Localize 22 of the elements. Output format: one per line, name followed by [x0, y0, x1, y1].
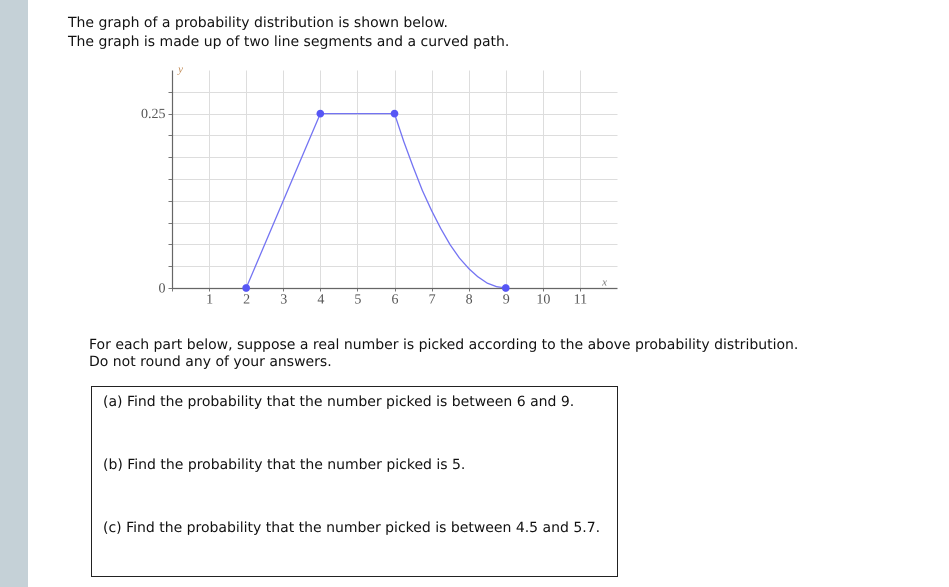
x-axis-title: x: [601, 276, 608, 288]
x-tick-label: 2: [243, 292, 250, 308]
text: For each part below, suppose a real number is picked according to the above probability distribution.: [89, 337, 798, 353]
y-axis-title: y: [177, 64, 184, 76]
chart-subtitle: The graph is made up of two line segments and a curved path.: [67, 34, 510, 50]
x-tick-label: 7: [428, 292, 436, 308]
x-tick-label: 10: [536, 292, 550, 308]
x-tick-label: 5: [354, 292, 362, 308]
x-tick-label: 3: [280, 292, 288, 308]
text: Do not round any of your answers.: [89, 354, 332, 370]
x-tick-label: 4: [317, 292, 324, 308]
chart-title: The graph of a probability distribution is shown below.: [67, 15, 448, 31]
x-tick-label: 1: [206, 292, 214, 308]
x-tick-label: 6: [392, 292, 398, 308]
x-tick-label: 9: [502, 292, 510, 308]
text: (c) Find the probability that the number picked is between 4.5 and 5.7.: [103, 520, 600, 536]
x-tick-label: 8: [466, 292, 473, 308]
text: (b) Find the probability that the number picked is 5.: [103, 457, 466, 473]
y-tick-label: 0.25: [141, 107, 166, 122]
x-tick-label: 11: [574, 292, 588, 308]
text: (a) Find the probability that the number picked is between 6 and 9.: [103, 394, 574, 410]
y-tick-label: 0: [158, 282, 166, 296]
